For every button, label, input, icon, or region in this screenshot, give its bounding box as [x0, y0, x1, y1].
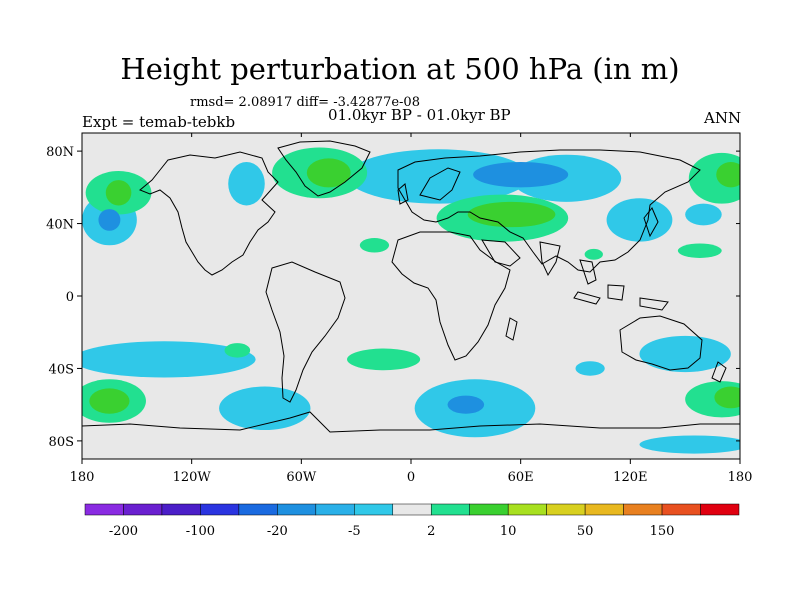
colorbar-label: 10 [500, 524, 517, 539]
negative-anomaly [639, 335, 731, 373]
coast-north-america [139, 151, 279, 276]
coast-new-guinea [639, 297, 669, 311]
strong-positive-anomaly [105, 180, 132, 206]
coastlines [82, 140, 740, 433]
lon-tick-label: 60E [508, 470, 534, 485]
coast-antarctica [82, 411, 740, 433]
time-period: 01.0kyr BP - 01.0kyr BP [328, 106, 511, 124]
colorbar-swatch [584, 503, 624, 516]
strong-negative-anomaly [473, 161, 569, 188]
strong-negative-anomaly [98, 209, 121, 231]
colorbar-swatch [623, 503, 663, 516]
coast-borneo [607, 284, 625, 301]
colorbar-swatch [84, 503, 124, 516]
colorbar-swatch [123, 503, 163, 516]
positive-anomaly [677, 243, 722, 258]
lat-tick-label: 40S [49, 362, 74, 377]
coast-greenland [277, 140, 371, 197]
lat-tick-label: 40N [46, 218, 74, 233]
coast-australia [619, 315, 703, 371]
colorbar-swatch [507, 503, 547, 516]
colorbar-swatch [354, 503, 394, 516]
coast-indochina [579, 259, 597, 285]
coast-british-isles [397, 183, 409, 205]
lat-tick-label: 0 [66, 290, 74, 305]
colorbar-swatch [392, 503, 432, 516]
coast-scandinavia [419, 167, 461, 201]
colorbar-swatch [430, 503, 470, 516]
colorbar-label: -20 [267, 524, 288, 539]
strong-positive-anomaly [716, 161, 740, 188]
colorbar-swatch [238, 503, 278, 516]
negative-anomaly [219, 386, 311, 431]
negative-anomaly [639, 435, 740, 454]
coast-sumatra [573, 291, 601, 305]
longitude-axis: 180 120W 60W 0 60E 120E 180 [70, 133, 753, 485]
positive-anomaly [359, 238, 390, 253]
latitude-axis: 80N 40N 0 40S 80S [46, 145, 740, 450]
colorbar-label: -200 [109, 524, 138, 539]
colorbar-swatch [315, 503, 355, 516]
colorbar-label: -100 [186, 524, 215, 539]
negative-anomaly [228, 161, 265, 206]
lon-tick-label: 120W [173, 470, 212, 485]
negative-anomaly [347, 149, 530, 204]
colorbar-label: 2 [427, 524, 435, 539]
colorbar-swatch [469, 503, 509, 516]
strong-negative-anomaly [447, 395, 485, 414]
rmsd-diff-stats: rmsd= 2.08917 diff= -3.42877e-08 [190, 95, 420, 110]
lat-tick-label: 80S [49, 435, 74, 450]
perturbation-fields [82, 147, 740, 454]
colorbar-label: 50 [577, 524, 594, 539]
positive-anomaly [347, 348, 421, 371]
colorbar: -200 -100 -20 -5 2 10 50 150 [84, 503, 740, 539]
colorbar-swatch [661, 503, 701, 516]
coast-india [539, 241, 561, 277]
strong-positive-anomaly [306, 158, 351, 188]
positive-anomaly [224, 343, 251, 358]
coast-new-zealand [711, 361, 727, 383]
lon-tick-label: 60W [286, 470, 317, 485]
plot-title: Height perturbation at 500 hPa (in m) [120, 52, 680, 86]
colorbar-swatch [161, 503, 201, 516]
coast-eurasia [397, 149, 701, 273]
positive-anomaly [584, 248, 603, 260]
colorbar-swatch [277, 503, 317, 516]
strong-positive-anomaly [89, 388, 130, 414]
coast-south-america [265, 261, 346, 403]
negative-anomaly [82, 341, 256, 378]
season-label: ANN [704, 109, 742, 127]
lon-tick-label: 180 [70, 470, 95, 485]
lon-tick-label: 0 [407, 470, 415, 485]
coast-arabia [481, 239, 521, 267]
negative-anomaly [575, 361, 605, 376]
coast-africa [391, 231, 511, 361]
colorbar-label: 150 [650, 524, 675, 539]
colorbar-swatch [700, 503, 740, 516]
negative-anomaly [685, 203, 722, 226]
colorbar-label: -5 [348, 524, 361, 539]
coast-japan [643, 207, 659, 238]
colorbar-swatch [200, 503, 240, 516]
negative-anomaly [606, 198, 673, 242]
lon-tick-label: 120E [613, 470, 647, 485]
colorbar-swatch [546, 503, 586, 516]
lat-tick-label: 80N [46, 145, 74, 160]
experiment-label: Expt = temab-tebkb [82, 113, 236, 131]
lon-tick-label: 180 [728, 470, 753, 485]
coast-madagascar [505, 317, 518, 341]
strong-positive-anomaly [467, 201, 556, 228]
strong-positive-anomaly [714, 386, 740, 409]
